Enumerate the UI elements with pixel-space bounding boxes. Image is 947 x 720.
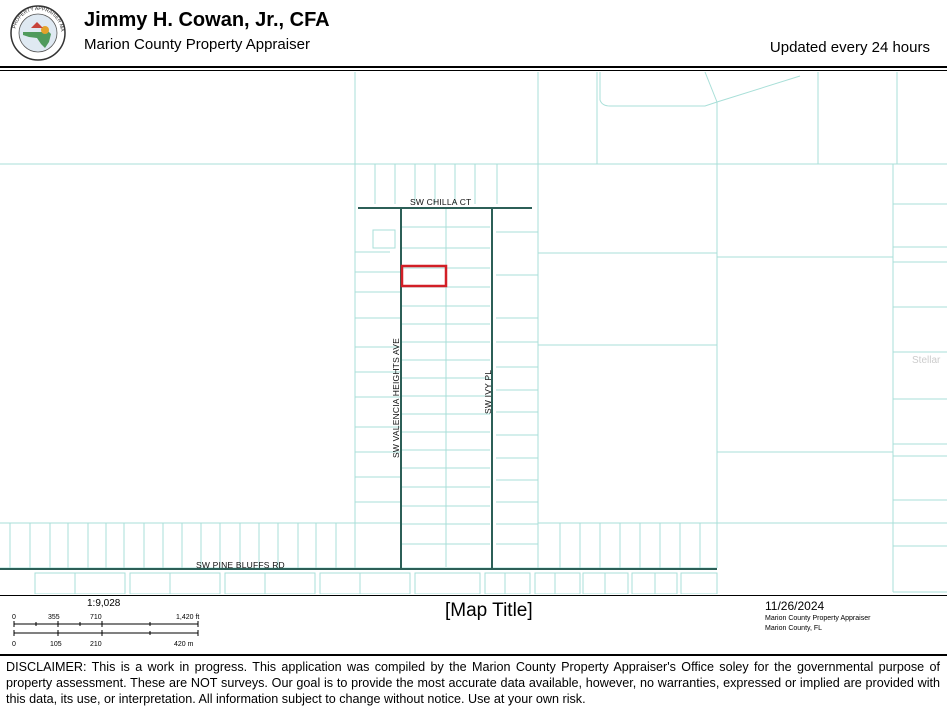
scale-m-3: 420 m [174, 641, 194, 648]
scale-ft-1: 355 [48, 614, 60, 621]
print-location: Marion County, FL [765, 625, 823, 632]
page-title: Jimmy H. Cowan, Jr., CFA [84, 9, 330, 31]
scale-ft-0: 0 [12, 614, 16, 621]
scale-m-1: 105 [50, 641, 62, 648]
disclaimer: DISCLAIMER: This is a work in progress. … [6, 660, 940, 706]
county-seal-icon: PROPERTY APPRAISER MARION COUNTY FLORIDA [5, 0, 69, 62]
header-divider [0, 66, 947, 68]
scale-m-2: 210 [90, 641, 102, 648]
scale-ft-2: 710 [90, 614, 102, 621]
label-edge-place: Stellar [912, 355, 941, 366]
label-sw-ivy-pl: SW IVY PL [483, 370, 493, 414]
map-footer: 1:9,028 0 355 710 1,420 ft 0 105 210 420… [0, 596, 947, 654]
map-title: [Map Title] [445, 600, 533, 621]
subject-parcel[interactable] [400, 264, 448, 288]
update-note: Updated every 24 hours [769, 39, 930, 56]
footer-divider [0, 654, 947, 656]
label-sw-valencia-heights-ave: SW VALENCIA HEIGHTS AVE [391, 338, 401, 458]
label-sw-chilla-ct: SW CHILLA CT [410, 197, 471, 207]
page-subtitle: Marion County Property Appraiser [84, 36, 310, 53]
scale-ratio: 1:9,028 [87, 598, 121, 609]
parcel-boundaries [0, 72, 947, 594]
header-divider-thin [0, 70, 947, 71]
road-lines [0, 207, 717, 570]
print-org: Marion County Property Appraiser [765, 615, 871, 622]
map-divider [0, 595, 947, 596]
header: PROPERTY APPRAISER MARION COUNTY FLORIDA… [0, 0, 947, 68]
label-sw-pine-bluffs-rd: SW PINE BLUFFS RD [196, 560, 285, 570]
scale-m-0: 0 [12, 641, 16, 648]
parcel-map-canvas[interactable]: SW CHILLA CT SW VALENCIA HEIGHTS AVE SW … [0, 72, 947, 594]
print-date: 11/26/2024 [765, 599, 825, 613]
parcel-map[interactable]: SW CHILLA CT SW VALENCIA HEIGHTS AVE SW … [0, 72, 947, 594]
scale-ft-3: 1,420 ft [176, 614, 199, 621]
scale-bar: 0 355 710 1,420 ft 0 105 210 420 m [12, 614, 199, 648]
